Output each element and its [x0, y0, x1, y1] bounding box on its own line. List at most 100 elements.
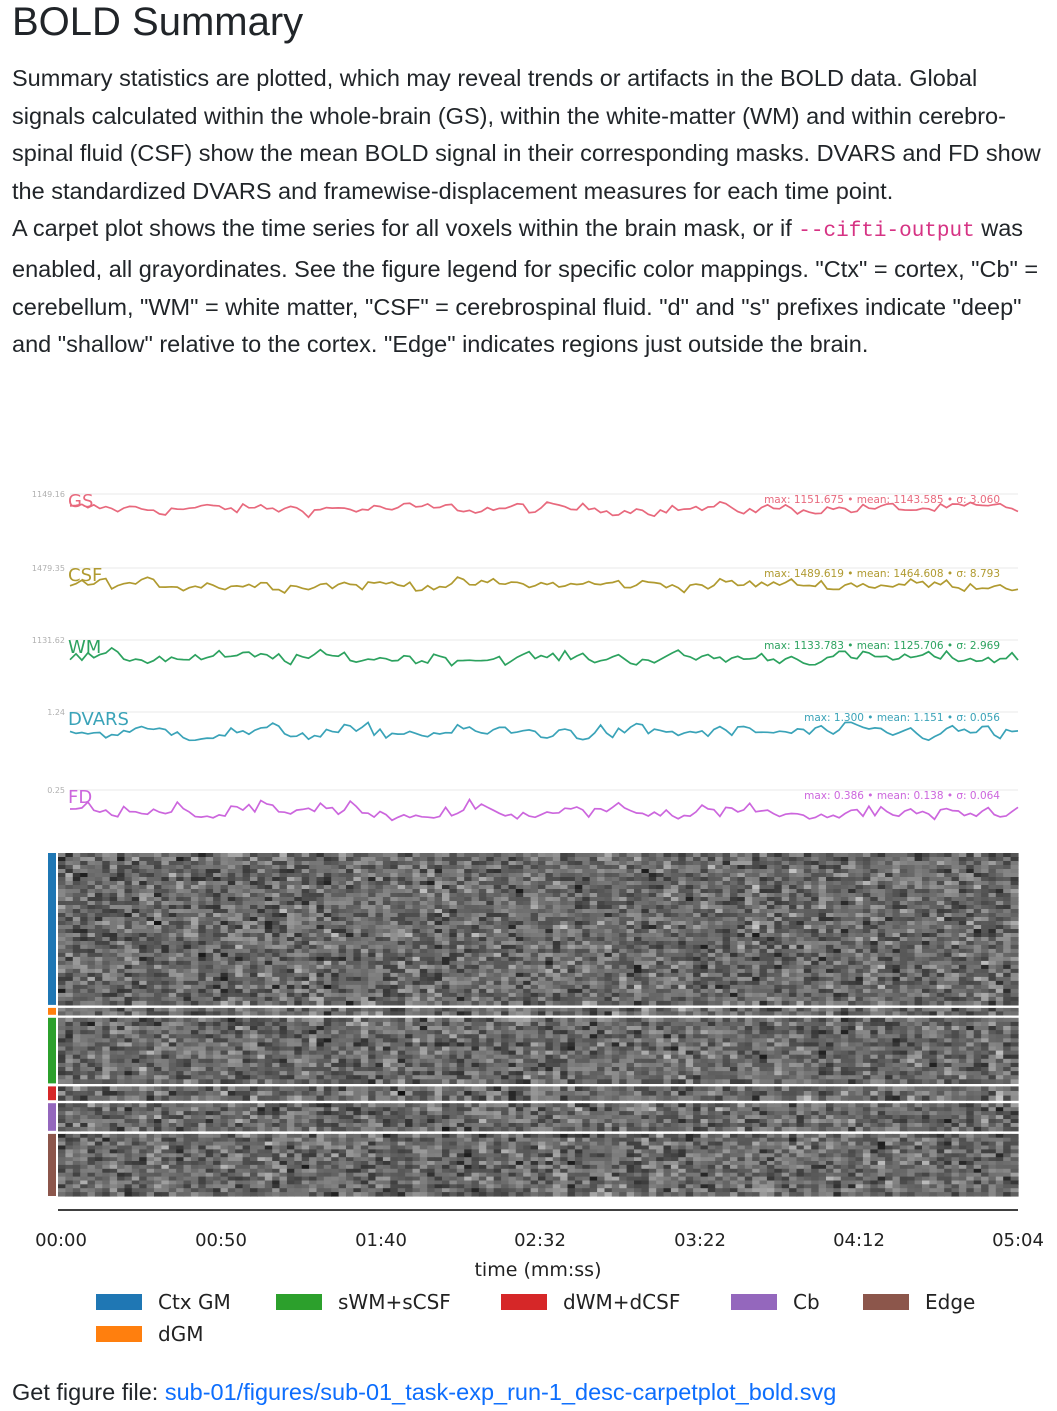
carpet-cell	[641, 853, 650, 858]
carpet-cell	[885, 877, 894, 882]
carpet-cell	[279, 905, 288, 910]
carpet-cell	[449, 980, 458, 986]
carpet-cell	[656, 1000, 665, 1006]
carpet-cell	[574, 1000, 583, 1006]
carpet-cell	[279, 964, 288, 970]
carpet-cell	[737, 857, 746, 862]
carpet-cell	[648, 865, 657, 870]
carpet-cell	[574, 857, 583, 862]
carpet-cell	[545, 933, 554, 938]
carpet-cell	[250, 913, 258, 918]
carpet-cell	[722, 913, 731, 918]
carpet-cell	[131, 937, 140, 942]
carpet-cell	[722, 988, 731, 994]
carpet-cell	[264, 964, 273, 970]
carpet-cell	[929, 913, 938, 918]
carpet-cell	[862, 925, 871, 930]
carpet-cell	[597, 905, 606, 910]
carpet-cell	[442, 980, 450, 986]
carpet-cell	[117, 921, 126, 926]
carpet-cell	[161, 968, 170, 974]
carpet-cell	[840, 933, 849, 938]
carpet-cell	[619, 964, 628, 970]
carpet-cell	[493, 968, 502, 974]
carpet-cell	[449, 905, 458, 910]
carpet-cell	[944, 992, 953, 998]
carpet-cell	[730, 980, 738, 986]
carpet-cell	[72, 873, 81, 878]
carpet-cell	[722, 877, 731, 882]
carpet-cell	[213, 933, 222, 938]
carpet-cell	[818, 960, 827, 966]
carpet-cell	[530, 972, 539, 978]
carpet-cell	[870, 925, 879, 930]
carpet-cell	[390, 865, 399, 870]
carpet-cell	[117, 925, 126, 930]
carpet-cell	[124, 984, 133, 990]
carpet-cell	[715, 937, 724, 942]
carpet-cell	[65, 897, 74, 902]
carpet-cell	[803, 913, 812, 918]
carpet-cell	[737, 980, 746, 986]
carpet-cell	[552, 960, 561, 966]
carpet-cell	[486, 944, 495, 950]
carpet-cell	[353, 996, 362, 1002]
carpet-cell	[848, 980, 857, 986]
carpet-cell	[707, 925, 716, 930]
carpet-cell	[796, 861, 805, 866]
carpet-cell	[176, 913, 185, 918]
carpet-cell	[493, 913, 502, 918]
carpet-cell	[707, 988, 716, 994]
carpet-cell	[1010, 865, 1019, 870]
carpet-cell	[486, 885, 495, 890]
carpet-cell	[279, 929, 288, 934]
carpet-cell	[338, 980, 347, 986]
carpet-cell	[907, 964, 916, 970]
carpet-cell	[899, 897, 908, 902]
carpet-cell	[168, 944, 177, 950]
carpet-cell	[840, 964, 849, 970]
carpet-cell	[752, 853, 761, 858]
carpet-cell	[124, 941, 133, 946]
carpet-cell	[190, 980, 199, 986]
carpet-cell	[478, 964, 487, 970]
trace-stats-label: max: 1133.783 • mean: 1125.706 • σ: 2.96…	[764, 640, 1000, 652]
carpet-cell	[486, 901, 495, 906]
carpet-cell	[131, 889, 140, 894]
carpet-cell	[530, 929, 539, 934]
carpet-cell	[589, 921, 598, 926]
carpet-cell	[220, 893, 229, 898]
carpet-cell	[707, 917, 716, 922]
carpet-cell	[567, 948, 576, 954]
carpet-cell	[235, 869, 244, 874]
carpet-cell	[604, 976, 613, 982]
carpet-cell	[419, 909, 428, 914]
carpet-cell	[176, 976, 185, 982]
carpet-cell	[840, 996, 849, 1002]
carpet-cell	[360, 960, 369, 966]
carpet-cell	[286, 956, 295, 962]
carpet-cell	[508, 948, 517, 954]
carpet-cell	[545, 913, 554, 918]
carpet-cell	[72, 889, 81, 894]
carpet-cell	[966, 948, 975, 954]
carpet-cell	[914, 984, 923, 990]
carpet-cell	[102, 972, 111, 978]
carpet-cell	[597, 877, 606, 882]
carpet-cell	[515, 952, 524, 958]
carpet-cell	[102, 857, 111, 862]
carpet-cell	[685, 980, 694, 986]
carpet-cell	[368, 909, 377, 914]
carpet-cell	[183, 913, 192, 918]
carpet-cell	[744, 893, 753, 898]
carpet-cell	[131, 933, 140, 938]
carpet-cell	[811, 960, 820, 966]
carpet-cell	[848, 873, 857, 878]
carpet-cell	[205, 869, 214, 874]
carpet-cell	[419, 1000, 428, 1006]
carpet-cell	[545, 925, 554, 930]
carpet-cell	[1010, 992, 1019, 998]
carpet-cell	[929, 905, 938, 910]
carpet-cell	[301, 996, 310, 1002]
carpet-cell	[560, 1000, 569, 1006]
